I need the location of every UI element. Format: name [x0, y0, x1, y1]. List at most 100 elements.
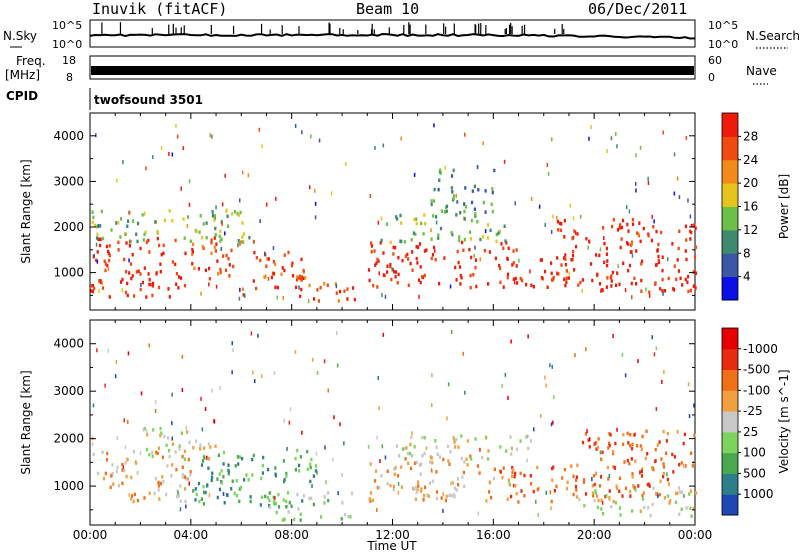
- data-cell: [177, 286, 180, 290]
- data-cell: [135, 270, 138, 274]
- data-cell: [415, 460, 418, 465]
- data-cell: [584, 492, 588, 496]
- data-cell: [145, 240, 148, 244]
- data-cell: [201, 244, 204, 249]
- data-cell: [144, 230, 147, 235]
- data-cell: [619, 513, 622, 517]
- data-cell: [266, 495, 269, 500]
- data-cell: [91, 289, 95, 294]
- data-cell: [635, 188, 637, 193]
- data-cell: [432, 199, 435, 203]
- data-cell: [208, 282, 210, 287]
- data-cell: [413, 487, 416, 492]
- data-cell: [300, 257, 303, 262]
- data-cell: [482, 141, 484, 146]
- data-cell: [473, 184, 476, 189]
- data-cell: [202, 490, 206, 495]
- data-cell: [489, 228, 492, 233]
- data-cell: [647, 506, 650, 510]
- data-cell: [93, 286, 96, 291]
- data-cell: [448, 493, 451, 498]
- data-cell: [285, 499, 288, 504]
- data-cell: [96, 224, 99, 229]
- data-cell: [687, 198, 689, 203]
- data-cell: [556, 256, 559, 260]
- colorbar-tick-label: 12: [743, 223, 758, 237]
- data-cell: [502, 466, 505, 470]
- noise-trace: [89, 32, 696, 40]
- data-cell: [163, 218, 166, 223]
- data-cell: [427, 494, 430, 498]
- data-cell: [550, 261, 553, 265]
- data-cell: [673, 288, 676, 292]
- data-cell: [437, 236, 440, 240]
- data-cell: [142, 428, 145, 432]
- data-cell: [202, 485, 205, 489]
- data-cell: [486, 236, 489, 240]
- data-cell: [310, 134, 312, 139]
- data-cell: [628, 209, 631, 214]
- data-cell: [647, 181, 650, 185]
- data-cell: [131, 253, 134, 257]
- data-cell: [574, 353, 576, 358]
- data-cell: [107, 267, 110, 272]
- data-cell: [565, 269, 568, 273]
- data-cell: [176, 494, 179, 499]
- data-cell: [294, 456, 297, 461]
- data-cell: [615, 131, 617, 136]
- data-cell: [512, 261, 515, 265]
- data-cell: [222, 254, 225, 258]
- x-tick-label: 04:00: [174, 528, 209, 542]
- data-cell: [453, 440, 456, 444]
- data-cell: [183, 449, 187, 454]
- data-cell: [336, 363, 339, 368]
- data-cell: [185, 504, 187, 509]
- data-cell: [552, 420, 554, 425]
- data-cell: [182, 146, 185, 151]
- data-cell: [618, 282, 621, 287]
- data-cell: [200, 396, 202, 401]
- data-cell: [546, 163, 549, 167]
- data-cell: [151, 293, 154, 298]
- data-cell: [247, 173, 250, 178]
- data-cell: [687, 274, 690, 279]
- data-cell: [288, 420, 291, 425]
- data-cell: [236, 212, 239, 216]
- data-cell: [631, 222, 635, 226]
- data-cell: [639, 470, 641, 475]
- data-cell: [657, 260, 661, 265]
- data-cell: [600, 457, 603, 461]
- data-cell: [281, 518, 284, 522]
- data-cell: [316, 288, 319, 292]
- data-cell: [412, 231, 415, 235]
- data-cell: [199, 447, 202, 451]
- data-cell: [438, 178, 441, 182]
- data-cell: [556, 219, 559, 224]
- colorbar-tick-label: 24: [743, 153, 758, 167]
- data-cell: [632, 484, 635, 488]
- data-cell: [194, 487, 197, 491]
- data-cell: [129, 239, 132, 244]
- data-cell: [327, 491, 330, 495]
- data-cell: [380, 238, 383, 243]
- data-cell: [104, 471, 107, 476]
- data-cell: [624, 288, 627, 293]
- data-cell: [318, 138, 321, 143]
- data-cell: [470, 200, 474, 205]
- freq-trace-band: [91, 66, 694, 75]
- data-cell: [236, 493, 239, 498]
- data-cell: [476, 220, 479, 224]
- data-cell: [606, 276, 609, 280]
- data-cell: [242, 170, 244, 175]
- data-cell: [326, 283, 329, 287]
- data-cell: [301, 430, 303, 435]
- data-cell: [685, 238, 688, 242]
- data-cell: [349, 515, 352, 519]
- data-cell: [575, 475, 578, 479]
- data-cell: [658, 440, 661, 444]
- data-cell: [175, 272, 178, 276]
- data-cell: [132, 449, 135, 454]
- data-cell: [319, 285, 322, 290]
- data-cell: [640, 447, 643, 452]
- data-cell: [222, 450, 226, 455]
